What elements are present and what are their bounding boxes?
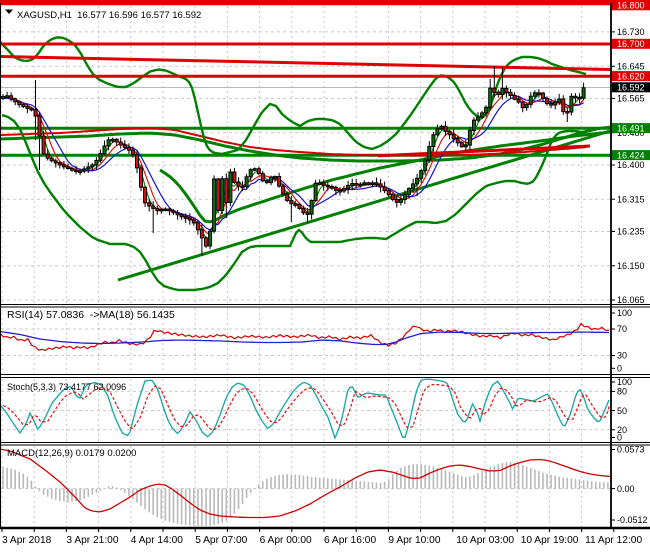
svg-text:16.730: 16.730: [617, 27, 645, 37]
svg-text:16.565: 16.565: [617, 94, 645, 104]
svg-text:XAGUSD,H1 16.577 16.596 16.57: XAGUSD,H1 16.577 16.596 16.577 16.592: [17, 10, 201, 21]
svg-text:0: 0: [617, 433, 622, 443]
svg-text:MACD(12,26,9) 0.0179 0.0200: MACD(12,26,9) 0.0179 0.0200: [7, 448, 136, 459]
svg-text:Stoch(5,3,3) 73.4177 62.0096: Stoch(5,3,3) 73.4177 62.0096: [7, 382, 126, 392]
svg-text:5 Apr 07:00: 5 Apr 07:00: [195, 535, 247, 546]
svg-text:100: 100: [617, 308, 632, 318]
svg-text:16.400: 16.400: [617, 160, 645, 170]
svg-text:16.424: 16.424: [617, 151, 645, 161]
svg-text:0.00: 0.00: [617, 484, 635, 494]
svg-text:30: 30: [617, 351, 627, 361]
svg-text:-0.0512: -0.0512: [617, 515, 648, 525]
svg-text:11 Apr 12:00: 11 Apr 12:00: [585, 535, 642, 546]
svg-text:3 Apr 2018: 3 Apr 2018: [2, 535, 52, 546]
svg-text:0.0573: 0.0573: [617, 445, 645, 455]
svg-text:16.065: 16.065: [617, 295, 645, 305]
svg-text:6 Apr 00:00: 6 Apr 00:00: [260, 535, 312, 546]
svg-text:3 Apr 21:00: 3 Apr 21:00: [66, 535, 118, 546]
svg-text:6 Apr 16:00: 6 Apr 16:00: [324, 535, 376, 546]
svg-text:16.150: 16.150: [617, 261, 645, 271]
svg-text:100: 100: [617, 377, 632, 387]
svg-text:16.491: 16.491: [617, 124, 645, 134]
svg-text:16.700: 16.700: [617, 39, 645, 49]
svg-text:16.800: 16.800: [617, 1, 645, 11]
svg-text:10 Apr 03:00: 10 Apr 03:00: [456, 535, 514, 546]
svg-text:16.235: 16.235: [617, 227, 645, 237]
svg-text:0: 0: [617, 364, 622, 374]
svg-text:80: 80: [617, 387, 627, 397]
svg-text:20: 20: [617, 425, 627, 435]
svg-text:10 Apr 19:00: 10 Apr 19:00: [521, 535, 579, 546]
svg-text:16.315: 16.315: [617, 194, 645, 204]
svg-text:16.645: 16.645: [617, 61, 645, 71]
svg-text:16.592: 16.592: [617, 83, 645, 93]
svg-text:16.620: 16.620: [617, 72, 645, 82]
svg-text:9 Apr 10:00: 9 Apr 10:00: [388, 535, 440, 546]
svg-text:RSI(14) 57.0836 ->MA(18) 56.1: RSI(14) 57.0836 ->MA(18) 56.1435: [7, 309, 175, 321]
svg-text:70: 70: [617, 324, 627, 334]
svg-text:4 Apr 14:00: 4 Apr 14:00: [131, 535, 183, 546]
svg-text:50: 50: [617, 406, 627, 416]
